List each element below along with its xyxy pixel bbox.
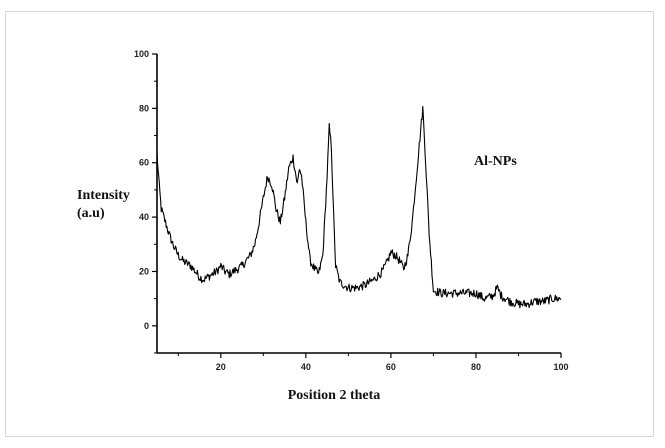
x-tick-label: 60	[386, 362, 396, 372]
y-tick-label: 40	[139, 212, 149, 222]
ticks	[152, 53, 562, 358]
y-tick-label: 80	[139, 103, 149, 113]
y-tick-label: 20	[139, 266, 149, 276]
y-axis-title-line1: Intensity	[77, 188, 130, 203]
series-line-0	[156, 106, 562, 309]
axes	[156, 54, 561, 354]
chart-frame	[5, 11, 654, 437]
y-axis-title-line2: (a.u)	[77, 206, 105, 221]
tick-labels: 0 20 40 60 80 100 20 40 60 80 100	[134, 49, 569, 372]
x-tick-label: 100	[553, 362, 568, 372]
x-tick-label: 40	[301, 362, 311, 372]
x-tick-label: 80	[471, 362, 481, 372]
y-tick-label: 100	[134, 49, 149, 59]
series-group	[156, 106, 562, 309]
x-tick-label: 20	[216, 362, 226, 372]
y-tick-label: 60	[139, 158, 149, 168]
x-axis-title: Position 2 theta	[288, 388, 381, 403]
sample-label: Al-NPs	[474, 154, 517, 169]
y-tick-label: 0	[144, 321, 149, 331]
